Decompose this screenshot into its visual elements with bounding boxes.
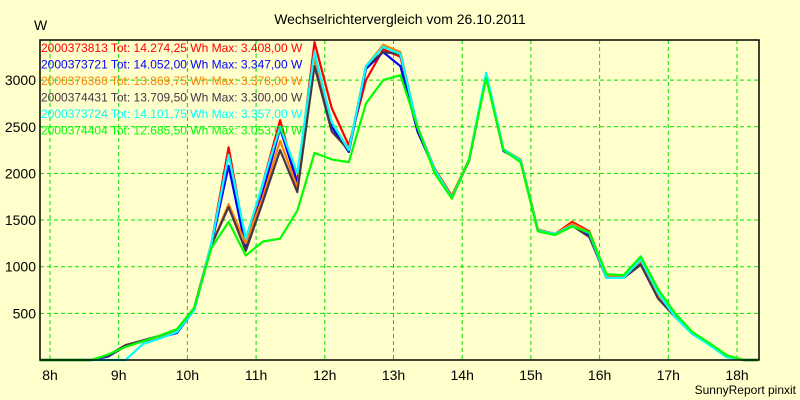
- x-tick-label: 12h: [313, 367, 336, 383]
- x-tick-label: 9h: [111, 367, 127, 383]
- legend-entry-2000374404: 2000374404 Tot: 12.685,50 Wh Max: 3.053,…: [41, 124, 303, 138]
- y-tick-label: 1500: [5, 212, 36, 228]
- x-tick-label: 11h: [245, 367, 267, 383]
- series-lines: [39, 40, 758, 362]
- y-tick-label: 2500: [5, 119, 36, 135]
- x-tick-label: 10h: [176, 367, 199, 383]
- x-tick-label: 14h: [451, 367, 474, 383]
- footer-credit: SunnyReport pinxit: [695, 383, 797, 397]
- legend-entry-2000373813: 2000373813 Tot: 14.274,25 Wh Max: 3.408,…: [41, 41, 303, 55]
- y-axis-ticks: 500 1000 1500 2000 2500 3000: [5, 72, 36, 321]
- series-line-2000374404: [39, 74, 758, 362]
- grid: [40, 40, 759, 360]
- legend-entry-2000374431: 2000374431 Tot: 13.709,50 Wh Max: 3.300,…: [41, 91, 303, 105]
- legend-entry-2000373721: 2000373721 Tot: 14.052,00 Wh Max: 3.347,…: [41, 58, 303, 72]
- x-tick-label: 13h: [382, 367, 405, 383]
- x-tick-label: 18h: [725, 367, 748, 383]
- x-tick-label: 8h: [42, 367, 58, 383]
- y-tick-label: 500: [13, 305, 37, 321]
- x-tick-label: 15h: [519, 367, 542, 383]
- chart-title: Wechselrichtervergleich vom 26.10.2011: [274, 11, 526, 27]
- plot-frame: [39, 39, 760, 361]
- x-tick-label: 16h: [588, 367, 611, 383]
- y-tick-label: 1000: [5, 259, 36, 275]
- x-tick-label: 17h: [657, 367, 680, 383]
- legend-entry-2000376360: 2000376360 Tot: 13.869,75 Wh Max: 3.378,…: [41, 74, 303, 88]
- y-axis-unit: W: [34, 17, 48, 33]
- legend: 2000373813 Tot: 14.274,25 Wh Max: 3.408,…: [41, 41, 303, 138]
- y-tick-label: 3000: [5, 72, 36, 88]
- y-tick-label: 2000: [5, 165, 36, 181]
- x-axis-ticks: 8h 9h 10h 11h 12h 13h 14h 15h 16h 17h 18h: [42, 367, 748, 383]
- legend-entry-2000373724: 2000373724 Tot: 14.101,75 Wh Max: 3.357,…: [41, 107, 303, 121]
